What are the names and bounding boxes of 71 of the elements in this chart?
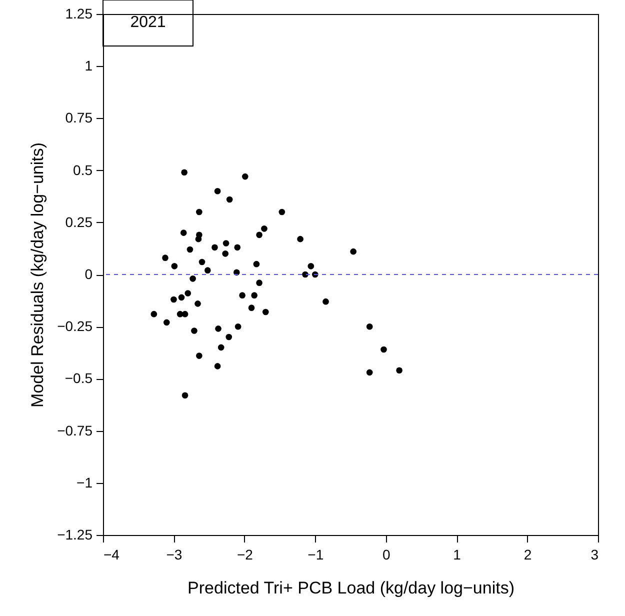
point [195,236,202,242]
y-tick-label: 1.25 [65,6,93,22]
point [184,290,192,296]
point [234,323,242,330]
x-tick-label: −2 [236,546,254,562]
point [170,296,177,303]
point [256,232,262,238]
y-tick-label: −1 [76,474,93,490]
y-tick-label: −0.75 [57,422,93,438]
point [218,344,224,351]
y-tick-label: 0.75 [65,110,93,126]
point [182,310,188,318]
x-tick-label: −4 [104,546,120,562]
point [366,323,373,330]
point [242,173,248,180]
x-tick-label: 2 [524,546,532,562]
point [190,276,196,282]
point [262,308,269,316]
point [308,263,314,270]
point [171,263,178,270]
point [182,392,188,399]
point [212,244,218,251]
point [278,208,286,216]
point [222,240,230,246]
point [226,334,232,340]
point [215,326,222,332]
point [396,367,402,374]
x-axis-title: Predicted Tri+ PCB Load (kg/day log−units) [188,578,514,598]
y-tick-label: 0.5 [73,162,93,178]
y-tick-label: −0.25 [57,318,93,334]
point [366,369,373,376]
point [251,292,258,298]
point [222,250,228,257]
y-tick-label: −1.25 [57,526,93,542]
point [178,294,185,301]
annotation: 2021 [130,14,166,31]
point [350,248,356,255]
point [198,258,206,266]
point [150,310,158,318]
point [234,244,241,251]
x-tick-label: −3 [166,546,182,562]
point [248,304,255,311]
y-tick-label: 0 [84,266,93,282]
x-tick-label: −1 [308,546,324,562]
point [261,225,268,232]
point [196,208,202,216]
point [163,319,170,326]
point [239,292,246,298]
point [256,280,262,286]
point [186,246,194,253]
point [226,196,233,203]
x-tick-label: 1 [453,546,462,562]
point [196,352,202,359]
point [194,300,201,307]
point [322,298,329,305]
y-axis-title: Model Residuals (kg/day log−units) [28,142,48,408]
x-tick-label: 3 [590,546,599,562]
point [297,236,304,242]
y-tick-label: 0.25 [65,214,93,230]
point [181,169,188,176]
point [253,260,260,268]
point [214,188,221,194]
point [180,230,187,236]
y-tick-label: −0.5 [64,370,93,386]
y-tick-label: 1 [84,58,93,74]
point [162,254,168,261]
point [380,346,387,353]
point [191,328,198,334]
point [214,363,221,370]
point [204,267,211,274]
x-tick-label: 0 [382,546,390,562]
